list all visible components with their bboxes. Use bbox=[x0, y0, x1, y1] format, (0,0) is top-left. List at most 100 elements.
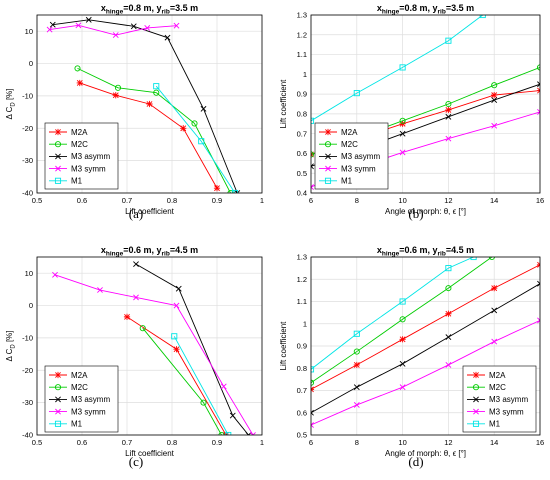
data-point-m2a bbox=[123, 313, 131, 320]
data-point-m1 bbox=[353, 330, 360, 337]
y-axis-label: Δ CD [%] bbox=[5, 330, 17, 361]
data-point-m1 bbox=[399, 298, 406, 305]
y-tick-label: 0.8 bbox=[297, 364, 307, 373]
legend-label-m2a: M2A bbox=[71, 128, 88, 137]
x-axis-label: Lift coefficient bbox=[125, 449, 175, 458]
series-line-m2a bbox=[311, 264, 540, 390]
data-point-m2c bbox=[488, 257, 495, 261]
x-tick-label: 1 bbox=[260, 438, 264, 447]
x-tick-label: 10 bbox=[398, 196, 406, 205]
panel-label: (c) bbox=[129, 454, 143, 469]
chart-title: xhinge=0.6 m, yrib=4.5 m bbox=[101, 245, 198, 258]
y-tick-label: 0.6 bbox=[297, 149, 307, 158]
data-point-m1 bbox=[353, 90, 360, 97]
x-tick-label: 0.5 bbox=[32, 438, 42, 447]
x-tick-label: 6 bbox=[309, 438, 313, 447]
data-point-m2a bbox=[76, 79, 83, 87]
legend-label-m2c: M2C bbox=[71, 140, 88, 149]
data-point-m3-asymm bbox=[445, 113, 452, 120]
legend-label-m2c: M2C bbox=[71, 383, 88, 392]
x-tick-label: 0.6 bbox=[77, 438, 87, 447]
series-line-m1 bbox=[173, 336, 229, 435]
legend-label-m1: M1 bbox=[489, 420, 501, 429]
legend-label-m3-asymm: M3 asymm bbox=[71, 152, 110, 161]
x-tick-label: 0.9 bbox=[212, 196, 222, 205]
panel-b: 6 8 10 12 14 16 1.3 1.2 1.1 1 0.9 0.8 0.7 0.6 0.5 0.4 An… bbox=[279, 3, 544, 221]
legend-marker-m2c bbox=[472, 384, 480, 391]
legend-marker-m3-asymm bbox=[55, 153, 61, 160]
x-tick-label: 14 bbox=[490, 196, 498, 205]
legend-marker-m1 bbox=[324, 177, 332, 184]
data-point-m3-asymm bbox=[85, 16, 92, 23]
legend-marker-m2a bbox=[54, 371, 62, 379]
y-tick-label: 0.9 bbox=[297, 342, 307, 351]
plot-frame bbox=[310, 14, 541, 194]
data-point-m3-asymm bbox=[133, 261, 139, 268]
data-point-m2a bbox=[491, 285, 498, 292]
legend: M2A M2C M3 asymm M3 symm M1 bbox=[44, 365, 119, 433]
data-point-m3-asymm bbox=[311, 163, 314, 170]
x-tick-label: 0.5 bbox=[32, 196, 42, 205]
data-point-m2a bbox=[353, 361, 360, 369]
data-point-m1 bbox=[311, 366, 315, 373]
y-axis-label: Δ CD [%] bbox=[5, 88, 17, 119]
y-tick-label: 1.2 bbox=[297, 275, 307, 284]
legend-marker-m3-asymm bbox=[55, 396, 61, 403]
x-axis-label: Angle of morph: θ, ϵ [°] bbox=[385, 449, 466, 458]
data-point-m2c bbox=[399, 117, 406, 124]
x-tick-label: 0.9 bbox=[212, 438, 222, 447]
data-point-m3-symm bbox=[75, 22, 82, 29]
x-tick-label: 8 bbox=[355, 438, 359, 447]
x-tick-label: 0.7 bbox=[122, 438, 132, 447]
y-tick-label: 0.4 bbox=[297, 189, 307, 198]
x-axis-label: Lift coefficient bbox=[125, 207, 175, 216]
data-point-m1 bbox=[153, 83, 160, 90]
y-tick-label: 1.1 bbox=[297, 297, 307, 306]
data-point-m2a bbox=[445, 310, 452, 317]
data-point-m3-symm bbox=[353, 402, 360, 408]
y-tick-label: -20 bbox=[22, 366, 33, 375]
data-point-m2c bbox=[191, 120, 198, 127]
y-tick-label: -40 bbox=[22, 189, 33, 198]
series-line-m3-symm bbox=[54, 274, 254, 435]
data-point-m3-symm bbox=[399, 149, 406, 156]
legend-label-m2a: M2A bbox=[341, 128, 358, 137]
plot-frame bbox=[36, 14, 263, 194]
data-point-m3-asymm bbox=[234, 190, 241, 193]
legend-label-m1: M1 bbox=[71, 177, 83, 186]
series-line-m2c bbox=[311, 257, 493, 384]
y-tick-label: 0.6 bbox=[297, 408, 307, 417]
data-point-m3-symm bbox=[46, 26, 53, 33]
legend-label-m3-asymm: M3 asymm bbox=[489, 395, 528, 404]
data-point-m1 bbox=[479, 15, 486, 19]
y-axis-label: Lift coefficient bbox=[279, 79, 288, 129]
plot-frame bbox=[36, 256, 263, 436]
series-line-m2c bbox=[77, 67, 231, 193]
data-point-m2c bbox=[311, 379, 315, 386]
series-group bbox=[52, 261, 256, 435]
x-tick-label: 12 bbox=[444, 196, 452, 205]
data-point-m1 bbox=[445, 265, 452, 272]
x-tick-label: 12 bbox=[444, 438, 452, 447]
legend-label-m3-symm: M3 symm bbox=[489, 407, 524, 416]
y-tick-label: -30 bbox=[22, 398, 33, 407]
x-tick-label: 0.6 bbox=[77, 196, 87, 205]
data-point-m3-asymm bbox=[245, 432, 252, 435]
chart-title: xhinge=0.6 m, yrib=4.5 m bbox=[377, 245, 474, 258]
chart-title: xhinge=0.8 m, yrib=3.5 m bbox=[377, 3, 474, 16]
legend-label-m3-asymm: M3 asymm bbox=[341, 152, 380, 161]
x-tick-label: 0.8 bbox=[167, 196, 177, 205]
legend-marker-m2a bbox=[324, 128, 332, 136]
legend-label-m3-asymm: M3 asymm bbox=[71, 395, 110, 404]
data-point-m3-asymm bbox=[175, 285, 182, 292]
data-point-m3-asymm bbox=[445, 334, 452, 341]
x-tick-label: 10 bbox=[398, 438, 406, 447]
data-point-m3-symm bbox=[133, 294, 139, 301]
y-tick-label: 0.8 bbox=[297, 109, 307, 118]
y-tick-label: 1 bbox=[303, 70, 307, 79]
legend-label-m1: M1 bbox=[71, 420, 83, 429]
data-point-m3-asymm bbox=[164, 34, 171, 41]
data-point-m1 bbox=[171, 333, 178, 340]
y-tick-label: 0.7 bbox=[297, 386, 307, 395]
legend-marker-m2a bbox=[54, 128, 62, 136]
